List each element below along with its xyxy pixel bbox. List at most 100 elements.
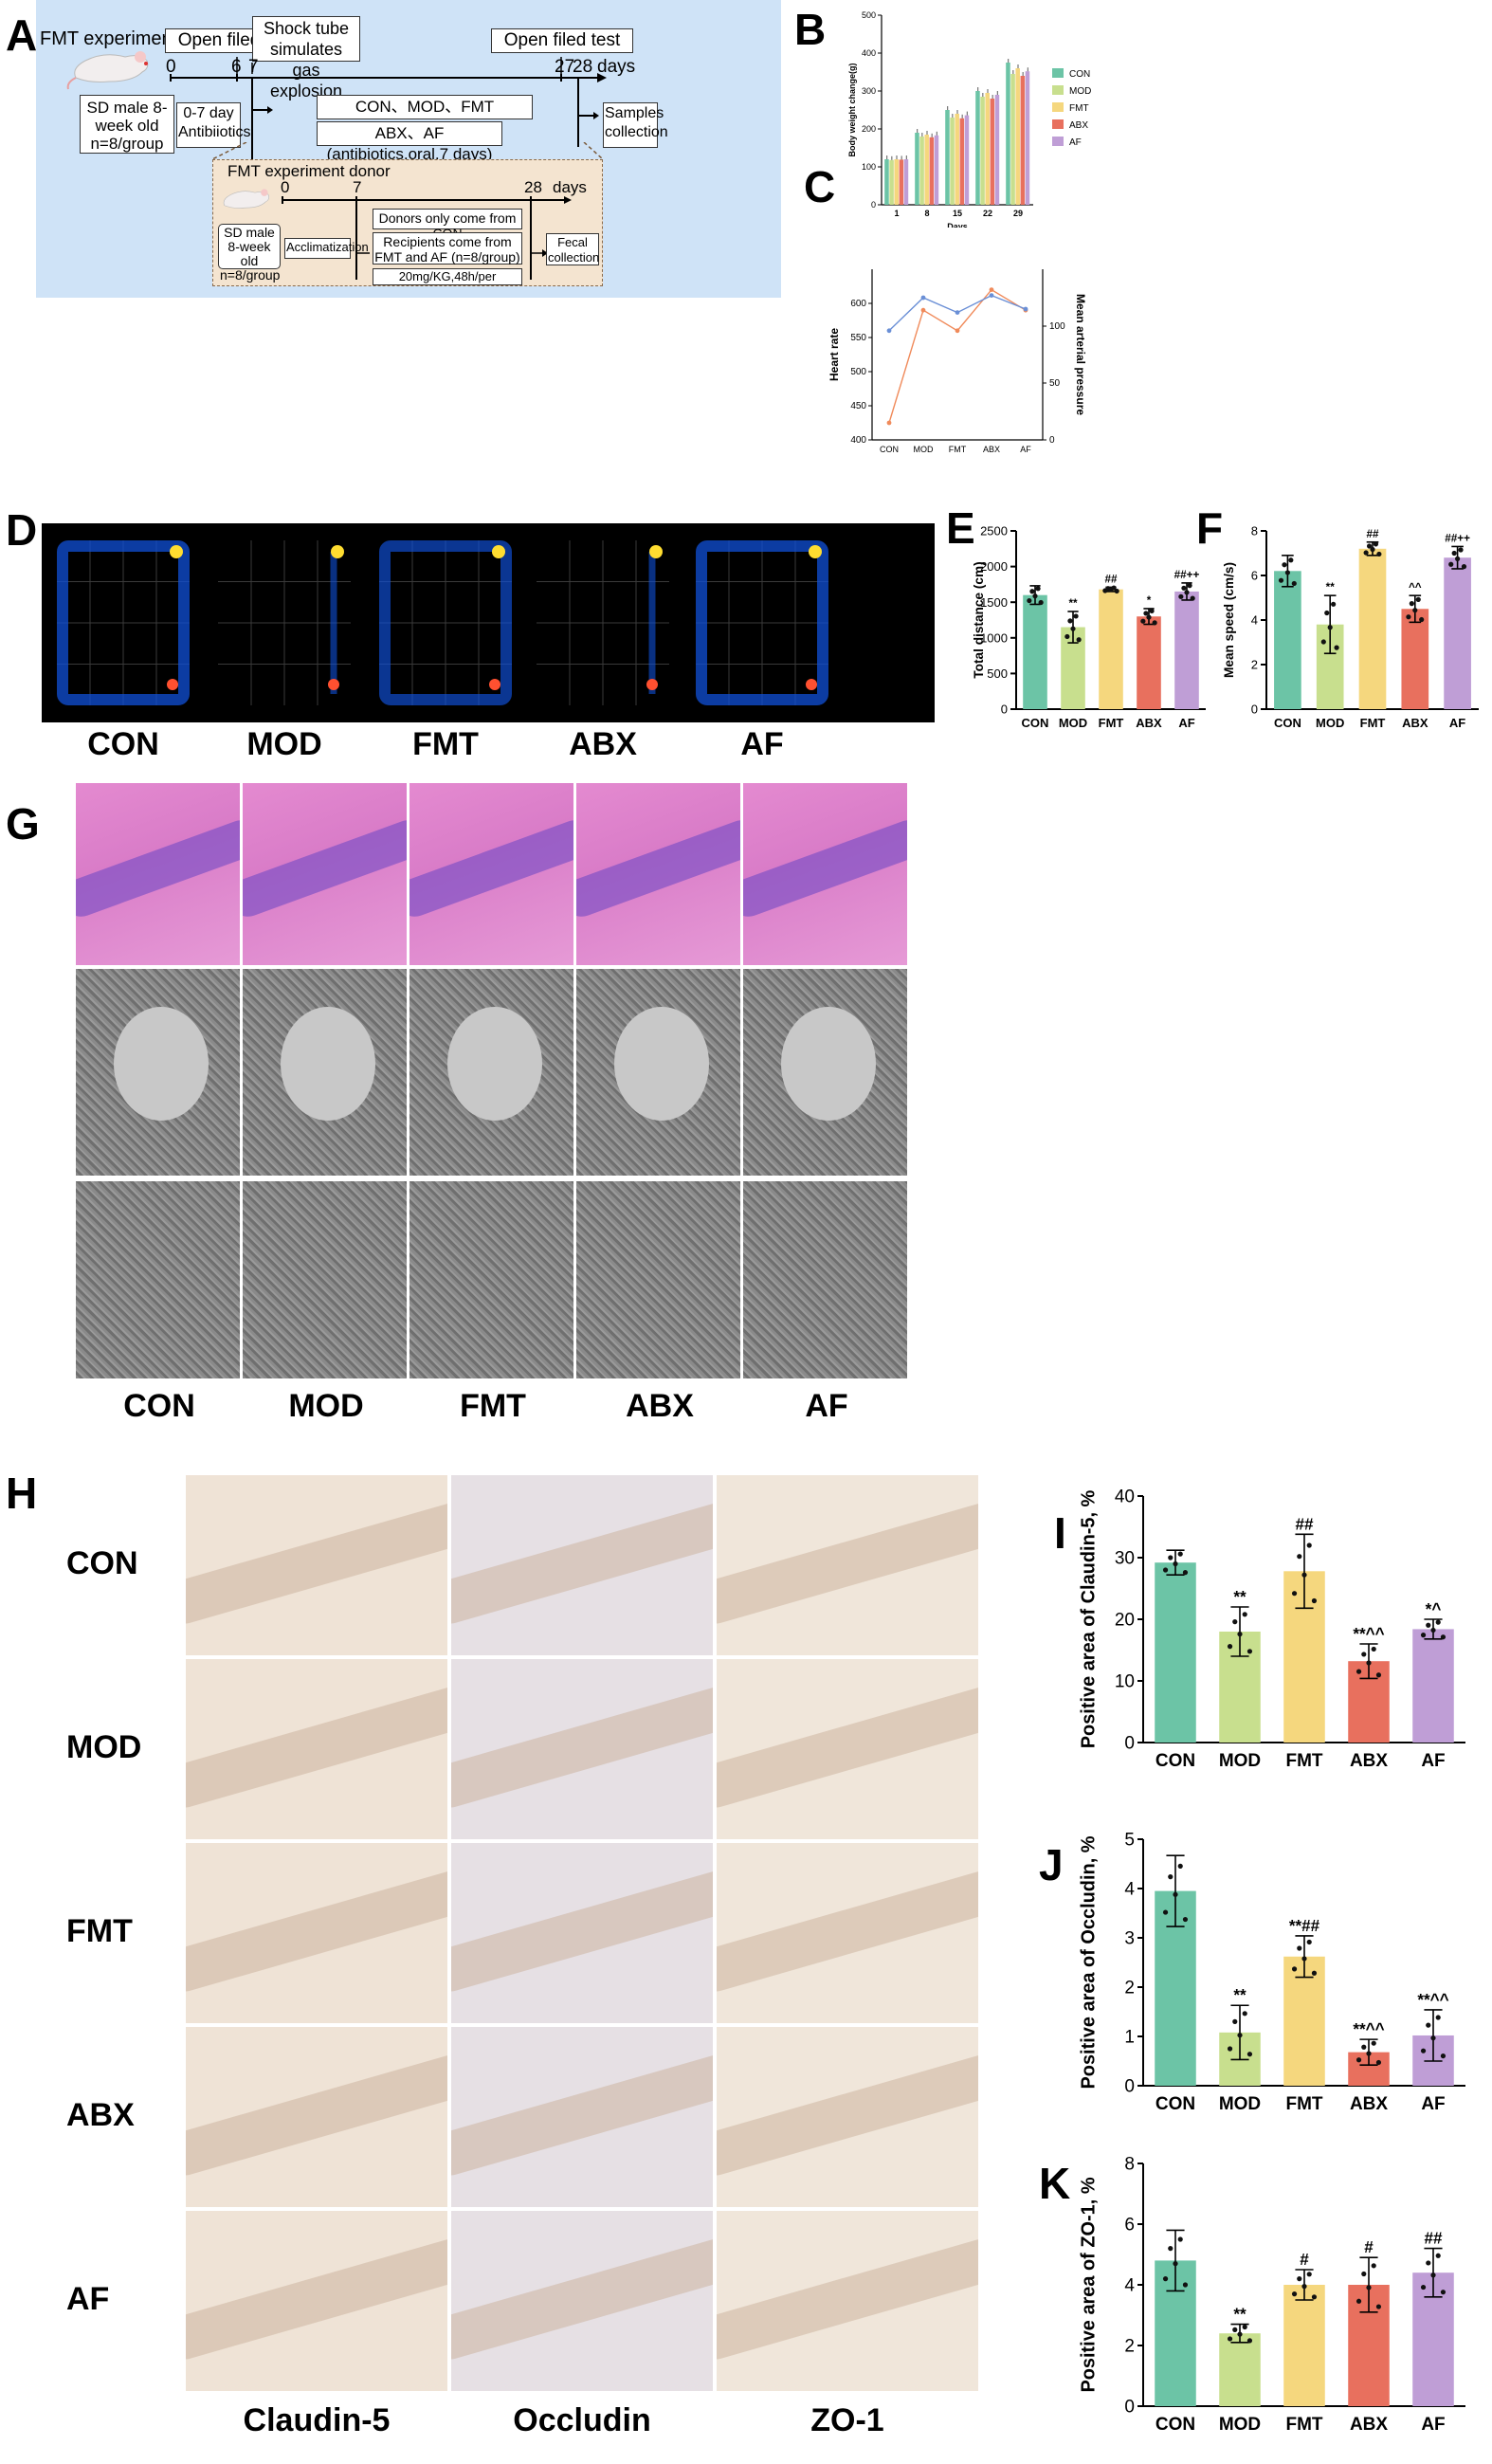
legend-swatch — [1052, 137, 1064, 146]
significance-mark: *^ — [1426, 1600, 1442, 1618]
stained-layer — [186, 2050, 447, 2181]
y2-tick-label: 100 — [1049, 321, 1065, 332]
bar-mod — [950, 118, 955, 205]
bar-abx — [899, 159, 904, 205]
data-point — [1162, 2276, 1169, 2282]
ihc-image-mod-zo-1 — [717, 1659, 978, 1839]
donor-rat-icon — [223, 189, 269, 209]
heatmap-tracks — [57, 540, 828, 705]
y-axis-label: Positive area of Occludin, % — [1079, 1835, 1100, 2089]
data-point — [1301, 1956, 1307, 1962]
heatmap-label-mod: MOD — [246, 726, 322, 762]
series-point — [989, 287, 994, 292]
micrograph-label-abx: ABX — [626, 1388, 694, 1424]
data-point — [1430, 2272, 1436, 2278]
y-axis-label: Total distance (cm) — [972, 561, 986, 678]
recipients-box: Recipients come from FMT and AF (n=8/gro… — [373, 232, 522, 265]
y-axis-label: Heart rate — [828, 328, 841, 381]
y-tick-label: 600 — [850, 299, 866, 309]
chart-e-total-distance: 0 500 1000 1500 2000 2500 CON ** MOD ## FMT * ABX ##+… — [972, 524, 1206, 730]
y-tick-label: 5 — [1124, 1831, 1135, 1851]
data-point — [1430, 2035, 1436, 2041]
x-tick-label: FMT — [1360, 716, 1386, 730]
y-tick-label: 8 — [1124, 2155, 1135, 2175]
granule-layer — [243, 814, 407, 922]
panel-label-f: F — [1196, 503, 1224, 553]
significance-mark: ** — [1233, 1986, 1246, 2004]
data-point — [1242, 2011, 1247, 2017]
granule-layer — [409, 814, 573, 922]
hotspot — [170, 545, 183, 558]
panel-label-k: K — [1039, 2159, 1071, 2208]
significance-mark: ##++ — [1174, 569, 1200, 581]
nucleus — [781, 1007, 876, 1121]
data-point — [1361, 1652, 1367, 1657]
y-tick-label: 2 — [1124, 2337, 1135, 2357]
ihc-image-abx-claudin-5 — [186, 2027, 447, 2207]
x-tick-label: AF — [1421, 2415, 1445, 2435]
data-point — [1370, 546, 1375, 553]
legend-swatch — [1052, 85, 1064, 95]
y-tick-label: 0 — [1001, 703, 1008, 717]
tick-28: 28 — [573, 57, 593, 77]
data-point — [1027, 597, 1032, 604]
hotspot — [492, 545, 505, 558]
y-tick-label: 1000 — [980, 630, 1008, 645]
x-tick-label: ABX — [1350, 1751, 1388, 1771]
x-tick-label: 15 — [953, 209, 962, 218]
tem-image-fmt — [409, 969, 573, 1176]
stained-layer — [186, 1866, 447, 1997]
significance-mark: **^^ — [1353, 1625, 1384, 1643]
panel-label-e: E — [946, 503, 975, 553]
legend-swatch — [1052, 119, 1064, 129]
he-image-con — [76, 783, 240, 965]
panel-label-h: H — [6, 1469, 38, 1518]
bar-con — [1023, 594, 1047, 709]
significance-mark: ## — [1366, 528, 1379, 540]
bar-abx — [1137, 616, 1161, 709]
data-point — [1311, 1970, 1318, 1976]
data-point — [1373, 541, 1379, 547]
data-point — [1415, 596, 1421, 602]
stained-layer — [451, 1498, 713, 1629]
y2-tick-label: 50 — [1049, 378, 1061, 389]
data-point — [1356, 1669, 1362, 1674]
bar-con — [1274, 571, 1301, 709]
panel-label-j: J — [1039, 1840, 1064, 1889]
data-point — [1455, 556, 1461, 561]
data-point — [1246, 1649, 1253, 1654]
data-point — [1029, 589, 1035, 594]
tick-0: 0 — [166, 57, 176, 77]
micrograph-label-mod: MOD — [288, 1388, 364, 1424]
panel-label-g: G — [6, 799, 40, 849]
data-point — [1168, 1874, 1174, 1880]
heatmap-label-abx: ABX — [569, 726, 637, 762]
tem-zoom-image-mod — [243, 1181, 407, 1378]
data-point — [1182, 1916, 1189, 1923]
x-tick-label: 8 — [924, 209, 929, 218]
data-point — [1371, 1646, 1376, 1652]
he-image-fmt — [409, 783, 573, 965]
data-point — [1242, 2324, 1247, 2330]
stained-layer — [717, 2234, 978, 2364]
series-point — [955, 328, 960, 334]
data-point — [1412, 608, 1418, 613]
bar-af — [903, 159, 909, 205]
data-point — [1149, 608, 1155, 614]
data-point — [1076, 637, 1082, 643]
heatmap-label-fmt: FMT — [412, 726, 479, 762]
x-tick-label: 22 — [983, 209, 992, 218]
data-point — [1232, 2327, 1238, 2332]
x-tick-label: AF — [1421, 1751, 1445, 1771]
bar-af — [964, 115, 970, 205]
data-point — [1177, 1551, 1183, 1557]
stained-layer — [717, 2050, 978, 2181]
hotspot — [489, 679, 500, 690]
data-point — [1306, 2272, 1312, 2277]
heatmap-abx — [537, 540, 669, 705]
y-tick-label: 100 — [862, 162, 876, 172]
x-tick-label: ABX — [1136, 716, 1162, 730]
significance-mark: # — [1300, 2251, 1309, 2269]
data-point — [1284, 570, 1290, 575]
